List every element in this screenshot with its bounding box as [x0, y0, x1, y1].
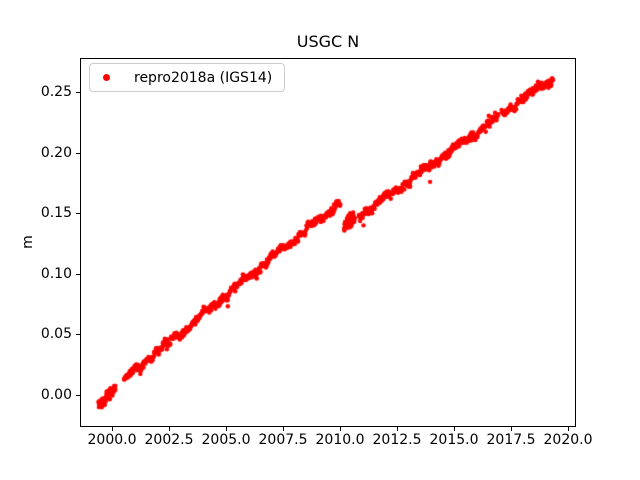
x-tick-label: 2017.5 — [486, 432, 536, 448]
x-tick-label: 2007.5 — [258, 432, 308, 448]
y-tick-label: 0.25 — [40, 84, 72, 101]
x-tick-label: 2010.0 — [315, 432, 365, 448]
x-tick-label: 2002.5 — [144, 432, 194, 448]
y-tick — [76, 273, 80, 275]
x-tick — [112, 427, 113, 431]
x-tick — [340, 427, 341, 431]
y-tick-label: 0.15 — [40, 205, 72, 222]
plot-area: repro2018a (IGS14) — [80, 58, 576, 427]
y-tick-label: 0.05 — [40, 326, 72, 343]
scatter-points-canvas — [81, 59, 575, 426]
x-tick — [397, 427, 398, 431]
x-tick-label: 2015.0 — [429, 432, 479, 448]
y-tick — [76, 152, 80, 154]
x-tick-label: 2020.0 — [543, 432, 593, 448]
x-tick — [511, 427, 512, 431]
x-tick-label: 2005.0 — [201, 432, 251, 448]
x-tick — [454, 427, 455, 431]
y-tick-label: 0.00 — [40, 386, 72, 403]
y-axis-label: m — [20, 235, 36, 249]
y-tick — [76, 394, 80, 396]
y-tick — [76, 213, 80, 215]
legend-label: repro2018a (IGS14) — [134, 69, 273, 86]
legend-marker-dot — [103, 74, 110, 81]
y-tick — [76, 334, 80, 336]
y-tick-label: 0.10 — [40, 265, 72, 282]
x-tick — [226, 427, 227, 431]
y-tick-label: 0.20 — [40, 144, 72, 161]
chart-title: USGC N — [296, 32, 360, 51]
legend: repro2018a (IGS14) — [89, 63, 286, 92]
x-tick — [169, 427, 170, 431]
x-tick-label: 2000.0 — [87, 432, 137, 448]
x-tick-label: 2012.5 — [372, 432, 422, 448]
x-tick — [568, 427, 569, 431]
y-tick — [76, 92, 80, 94]
x-tick — [283, 427, 284, 431]
